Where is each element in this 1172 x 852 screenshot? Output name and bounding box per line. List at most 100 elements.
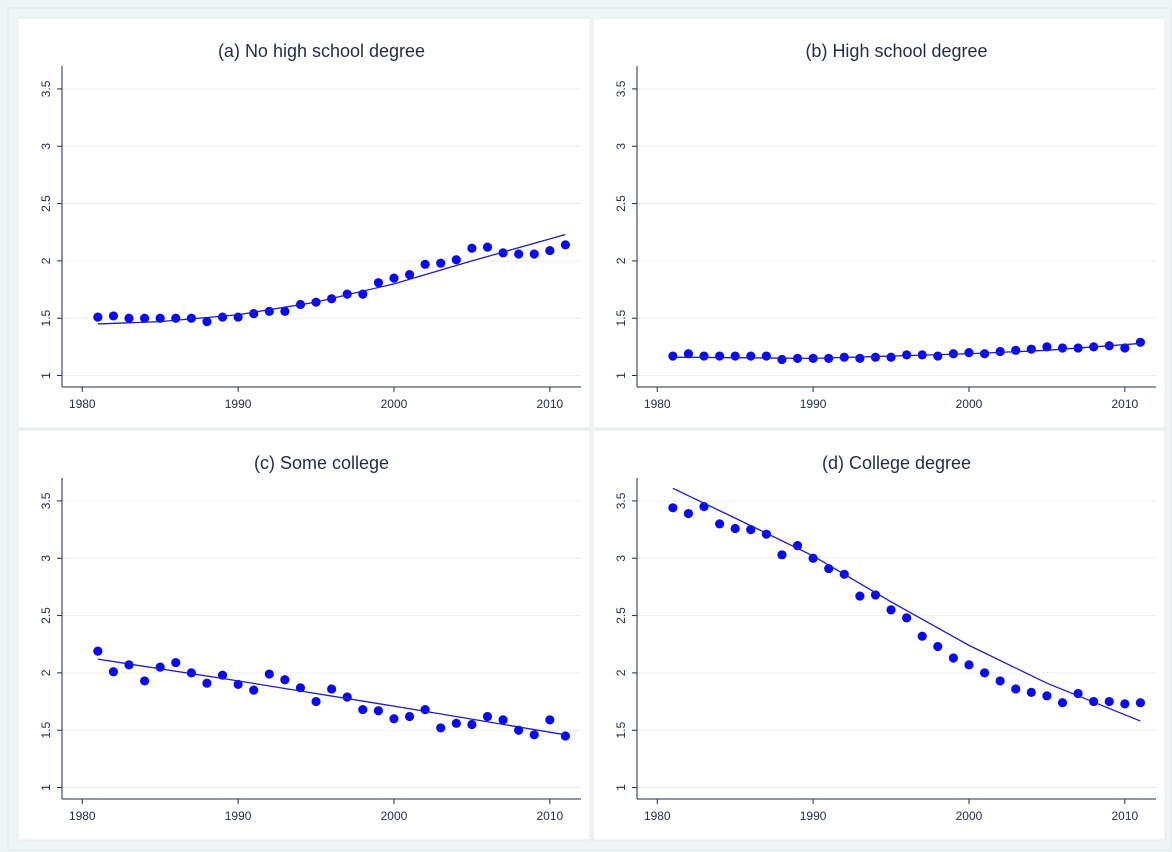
y-tick-label: 2.5 — [39, 195, 53, 212]
y-tick-label: 3 — [614, 143, 628, 150]
x-tick-label: 2010 — [1111, 809, 1138, 823]
x-tick-label: 1990 — [800, 809, 827, 823]
point — [420, 259, 430, 269]
point — [249, 685, 259, 695]
point — [777, 354, 787, 365]
point — [730, 351, 740, 361]
x-tick-label: 2010 — [536, 397, 563, 411]
y-tick-label: 1.5 — [39, 722, 53, 739]
y-tick-label: 1 — [614, 784, 628, 791]
point — [498, 248, 508, 258]
point — [1042, 691, 1052, 701]
point — [171, 313, 181, 323]
point — [979, 668, 990, 678]
point — [467, 719, 477, 730]
x-tick-label: 2000 — [956, 397, 983, 411]
point — [870, 590, 881, 600]
x-tick-label: 2000 — [381, 809, 408, 823]
point — [420, 704, 430, 715]
point — [436, 723, 446, 733]
point — [529, 249, 539, 259]
point — [124, 660, 134, 670]
point — [467, 243, 477, 253]
y-tick-label: 3 — [39, 143, 53, 150]
x-tick-label: 1990 — [225, 397, 252, 411]
x-tick-label: 1990 — [800, 397, 827, 411]
panel-title: (a) No high school degree — [218, 41, 425, 61]
point — [327, 684, 337, 694]
point — [777, 550, 787, 560]
point — [342, 289, 352, 299]
point — [995, 676, 1005, 686]
point — [886, 352, 896, 362]
panel-frame — [592, 429, 1166, 841]
point — [280, 306, 290, 316]
point — [389, 273, 399, 283]
point — [451, 718, 461, 728]
point — [482, 242, 493, 252]
point — [1011, 684, 1021, 694]
point — [404, 711, 415, 722]
y-tick-label: 2 — [39, 669, 53, 676]
y-tick-label: 3.5 — [39, 492, 53, 509]
point — [683, 508, 694, 519]
point — [529, 730, 539, 740]
panel: (c) Some college 1 1.5 2 2.5 3 3.5 1980 1990 2000… — [17, 429, 591, 841]
point — [186, 668, 196, 678]
y-tick-label: 3.5 — [614, 80, 628, 97]
point — [1104, 696, 1114, 707]
point — [560, 731, 571, 741]
point — [311, 696, 321, 707]
x-tick-label: 2010 — [1111, 397, 1138, 411]
panel-title: (c) Some college — [254, 453, 389, 473]
point — [217, 312, 228, 322]
panel: (d) College degree 1 1.5 2 2.5 3 3.5 1980 1990 20… — [592, 429, 1166, 841]
point — [730, 523, 740, 534]
point — [933, 351, 943, 361]
point — [124, 313, 134, 323]
y-tick-label: 2 — [614, 669, 628, 676]
point — [1135, 698, 1146, 708]
point — [1057, 698, 1068, 708]
y-tick-label: 1 — [614, 372, 628, 379]
point — [995, 346, 1005, 357]
point — [451, 255, 461, 265]
point — [93, 646, 103, 656]
point — [715, 351, 725, 361]
fit-line — [672, 342, 1141, 359]
point — [373, 278, 383, 288]
point — [1011, 345, 1021, 355]
point — [808, 553, 818, 563]
point — [389, 714, 399, 724]
y-tick-label: 2.5 — [614, 195, 628, 212]
point — [233, 679, 243, 689]
point — [93, 312, 103, 322]
point — [108, 667, 119, 677]
point — [964, 660, 974, 670]
point — [870, 352, 881, 362]
point — [886, 605, 896, 615]
point — [140, 313, 150, 323]
point — [482, 711, 493, 722]
y-tick-label: 3.5 — [39, 80, 53, 97]
point — [545, 245, 555, 256]
point — [855, 591, 865, 601]
panel-frame — [592, 17, 1166, 429]
y-tick-label: 1.5 — [614, 722, 628, 739]
point — [202, 317, 212, 327]
point — [171, 657, 181, 668]
point — [498, 715, 508, 725]
point — [917, 631, 927, 641]
point — [404, 270, 415, 280]
panel-title: (d) College degree — [822, 453, 971, 473]
point — [1042, 342, 1052, 352]
point — [668, 503, 678, 513]
fit-line — [97, 658, 566, 736]
point — [140, 676, 150, 686]
point — [264, 669, 274, 679]
point — [761, 351, 771, 361]
y-tick-label: 1 — [39, 372, 53, 379]
point — [108, 311, 119, 321]
y-tick-label: 1.5 — [39, 310, 53, 327]
x-tick-label: 1990 — [225, 809, 252, 823]
